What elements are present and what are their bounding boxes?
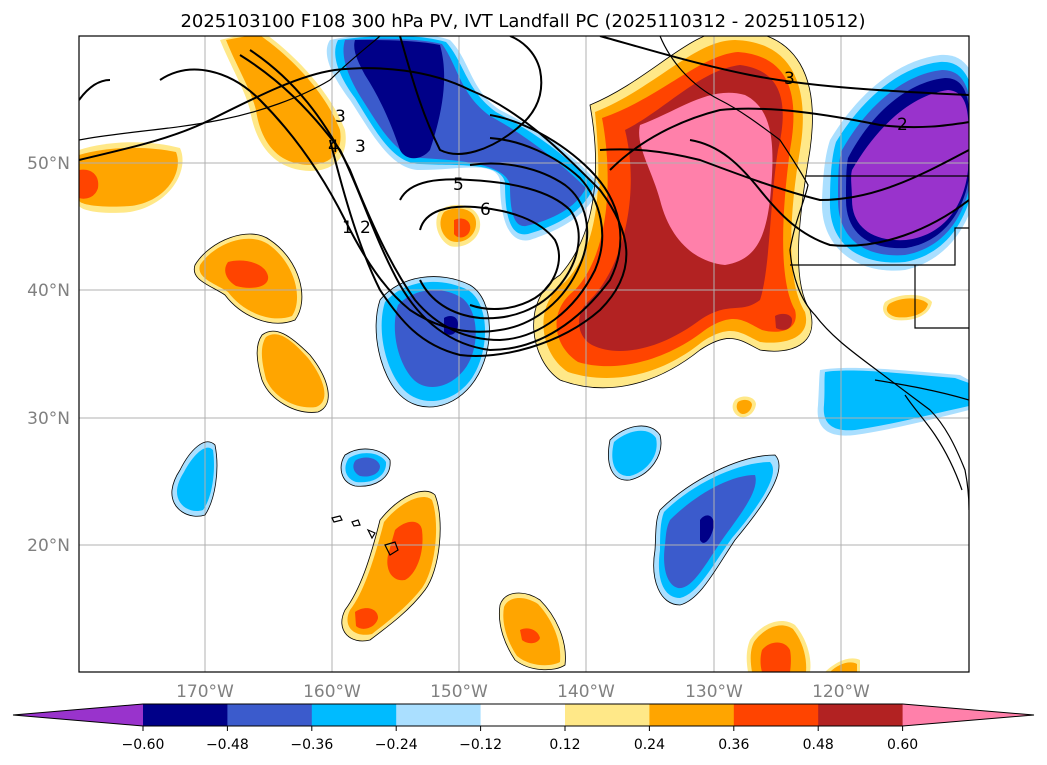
neg-region-baja-cyan	[823, 370, 969, 431]
map-title: 2025103100 F108 300 hPa PV, IVT Landfall…	[180, 11, 865, 32]
colorbar-segment	[480, 704, 566, 726]
colorbar-segment	[311, 704, 397, 726]
coastline-alaska	[79, 36, 381, 141]
neg-region-155w-blue	[353, 457, 380, 477]
coastline-hawaii-1	[366, 528, 376, 540]
neg-region-143w-cyan	[612, 430, 657, 477]
pos-region-east-darkred2	[775, 313, 792, 330]
pos-region-hawaii-red2	[355, 608, 378, 629]
border-state-1	[790, 227, 969, 266]
contour-label-d: 5	[453, 175, 464, 195]
pv-contours	[79, 36, 969, 357]
colorbar-extend-min	[13, 704, 143, 726]
pos-region-165w-orange	[261, 334, 325, 408]
coastline-hawaii-3	[331, 515, 343, 523]
contour-label-b: 4	[328, 137, 339, 157]
colorbar-segment	[818, 704, 904, 726]
colorbar-tick-label: −0.24	[375, 737, 418, 753]
pos-region-145w-red	[520, 628, 540, 644]
contour-labels: 3 4 3 5 6 1 2 3 2	[328, 69, 908, 238]
neg-region-west-purple	[851, 90, 969, 241]
contour-east-1	[599, 148, 969, 202]
pos-region-east-pink	[639, 92, 773, 265]
pos-region-126w-red	[760, 642, 791, 672]
coastline-hawaii-2	[384, 541, 399, 556]
colorbar-segment	[227, 704, 313, 726]
contour-ring-3	[249, 49, 604, 342]
contour-ring-5	[399, 178, 580, 320]
contour-east-0	[609, 107, 969, 171]
lon-label-150w: 150°W	[430, 682, 488, 702]
contour-label-c: 3	[355, 137, 366, 157]
lon-label-160w: 160°W	[303, 682, 361, 702]
neg-region-130w-navy	[700, 515, 714, 543]
colorbar-tick-label: −0.36	[290, 737, 333, 753]
lon-label-140w: 140°W	[557, 682, 615, 702]
contour-label-g: 2	[360, 218, 371, 238]
colorbar: −0.60 −0.48 −0.36 −0.24 −0.12 0.12 0.24 0.36 0.4…	[12, 703, 1035, 753]
coastline-baja	[904, 394, 963, 491]
coastline-north-america	[659, 36, 969, 511]
map-panel: 3 4 3 5 6 1 2 3 2 50°N 40°N 30°N 20°N 17…	[27, 35, 970, 702]
lon-label-120w: 120°W	[812, 682, 870, 702]
pos-region-sw-corner-orange	[830, 662, 857, 672]
contour-label-i: 2	[897, 115, 908, 135]
contour-east-2	[689, 139, 969, 247]
colorbar-extend-max	[902, 704, 1034, 726]
lon-label-170w: 170°W	[176, 682, 234, 702]
pos-region-farwest-red	[79, 169, 99, 199]
lat-label-50n: 50°N	[27, 154, 70, 174]
pos-small-150w-red	[454, 218, 471, 238]
lat-label-40n: 40°N	[27, 281, 70, 301]
lat-label-30n: 30°N	[27, 409, 70, 429]
contour-ring-6	[419, 205, 560, 310]
contour-nw-a	[79, 79, 111, 101]
contour-ring-4	[159, 68, 589, 333]
border-us-mexico	[874, 379, 969, 401]
colorbar-tick-label: 0.12	[549, 737, 580, 753]
pos-region-hawaii-red	[387, 521, 423, 581]
map-frame	[78, 35, 970, 673]
pos-region-nw-orange	[226, 36, 341, 165]
lon-labels: 170°W 160°W 150°W 140°W 130°W 120°W	[176, 682, 870, 702]
colorbar-tick-label: 0.48	[803, 737, 834, 753]
colorbar-tick-label: 0.36	[718, 737, 749, 753]
colorbar-tick-label: 0.24	[634, 737, 665, 753]
pos-small-124w-orange	[886, 298, 928, 318]
lon-label-130w: 130°W	[685, 682, 743, 702]
pos-region-168w-red	[225, 260, 269, 288]
shading-outlines	[171, 36, 813, 671]
contour-label-h: 3	[784, 69, 795, 89]
coastline-hawaii-4	[351, 519, 361, 527]
lat-label-20n: 20°N	[27, 536, 70, 556]
contour-upper-loop	[399, 36, 543, 155]
contour-label-a: 3	[335, 107, 346, 127]
colorbar-segment	[649, 704, 735, 726]
neg-region-north-navy	[354, 40, 445, 159]
contour-label-f: 1	[342, 218, 353, 238]
colorbar-tick-label: −0.60	[122, 737, 165, 753]
contour-east-3	[599, 36, 969, 96]
coastlines	[79, 36, 969, 556]
lat-labels: 50°N 40°N 30°N 20°N	[27, 154, 70, 556]
pos-small-30n-orange	[736, 399, 752, 415]
colorbar-tick-label: −0.48	[206, 737, 249, 753]
colorbar-segment	[733, 704, 819, 726]
contour-label-e: 6	[480, 200, 491, 220]
border-state-2	[914, 265, 969, 329]
colorbar-segment	[565, 704, 650, 726]
colorbar-segment	[396, 704, 482, 726]
colorbar-tick-label: −0.12	[459, 737, 502, 753]
colorbar-segment	[143, 704, 228, 726]
graticule	[79, 36, 969, 672]
colorbar-tick-label: 0.60	[887, 737, 918, 753]
contour-ring-1	[79, 67, 628, 357]
